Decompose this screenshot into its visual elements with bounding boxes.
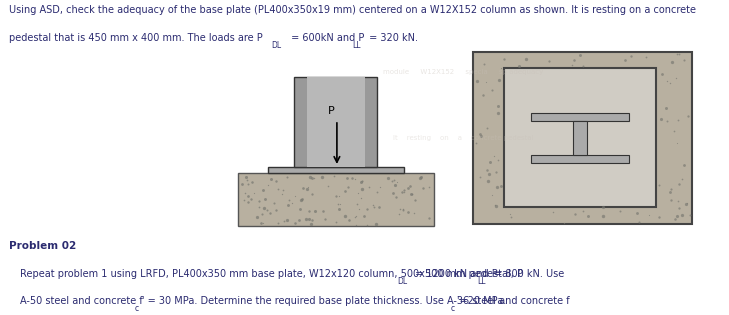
Text: It    resting    on    a    concrete pedestal: It resting on a concrete pedestal bbox=[393, 135, 533, 141]
Text: LL: LL bbox=[477, 277, 486, 286]
Text: pedestal that is 450 mm x 400 mm. The loads are P: pedestal that is 450 mm x 400 mm. The lo… bbox=[9, 33, 263, 43]
Bar bbox=[504, 68, 656, 207]
Bar bbox=[531, 155, 629, 163]
Bar bbox=[307, 77, 365, 167]
Text: = 1200 kN and P: = 1200 kN and P bbox=[412, 269, 498, 279]
Bar bbox=[472, 52, 693, 224]
Text: c: c bbox=[135, 304, 139, 313]
Text: LL: LL bbox=[352, 41, 361, 50]
Text: = 600kN and P: = 600kN and P bbox=[288, 33, 364, 43]
Bar bbox=[295, 77, 378, 167]
Text: DL: DL bbox=[397, 277, 408, 286]
Text: = 320 kN.: = 320 kN. bbox=[366, 33, 418, 43]
Text: Problem 02: Problem 02 bbox=[9, 241, 77, 251]
Text: '=20 MPa.: '=20 MPa. bbox=[457, 296, 507, 306]
Text: Using ASD, check the adequacy of the base plate (PL400x350x19 mm) centered on a : Using ASD, check the adequacy of the bas… bbox=[9, 5, 696, 15]
Bar bbox=[238, 174, 434, 226]
Text: P: P bbox=[328, 106, 335, 116]
Bar bbox=[268, 167, 405, 174]
Text: Repeat problem 1 using LRFD, PL400x350 mm base plate, W12x120 column, 500x500 mm: Repeat problem 1 using LRFD, PL400x350 m… bbox=[20, 269, 523, 279]
Text: A-50 steel and concrete f: A-50 steel and concrete f bbox=[20, 296, 142, 306]
Text: = 800 kN. Use: = 800 kN. Use bbox=[491, 269, 564, 279]
Text: module     W12X152     specia     sp adequacy: module W12X152 specia sp adequacy bbox=[383, 69, 543, 75]
Bar bbox=[573, 121, 587, 155]
Text: DL: DL bbox=[271, 41, 281, 50]
Text: ' = 30 MPa. Determine the required base plate thickness. Use A-36 steel and conc: ' = 30 MPa. Determine the required base … bbox=[142, 296, 570, 306]
Bar bbox=[531, 112, 629, 121]
Text: c: c bbox=[451, 304, 455, 313]
